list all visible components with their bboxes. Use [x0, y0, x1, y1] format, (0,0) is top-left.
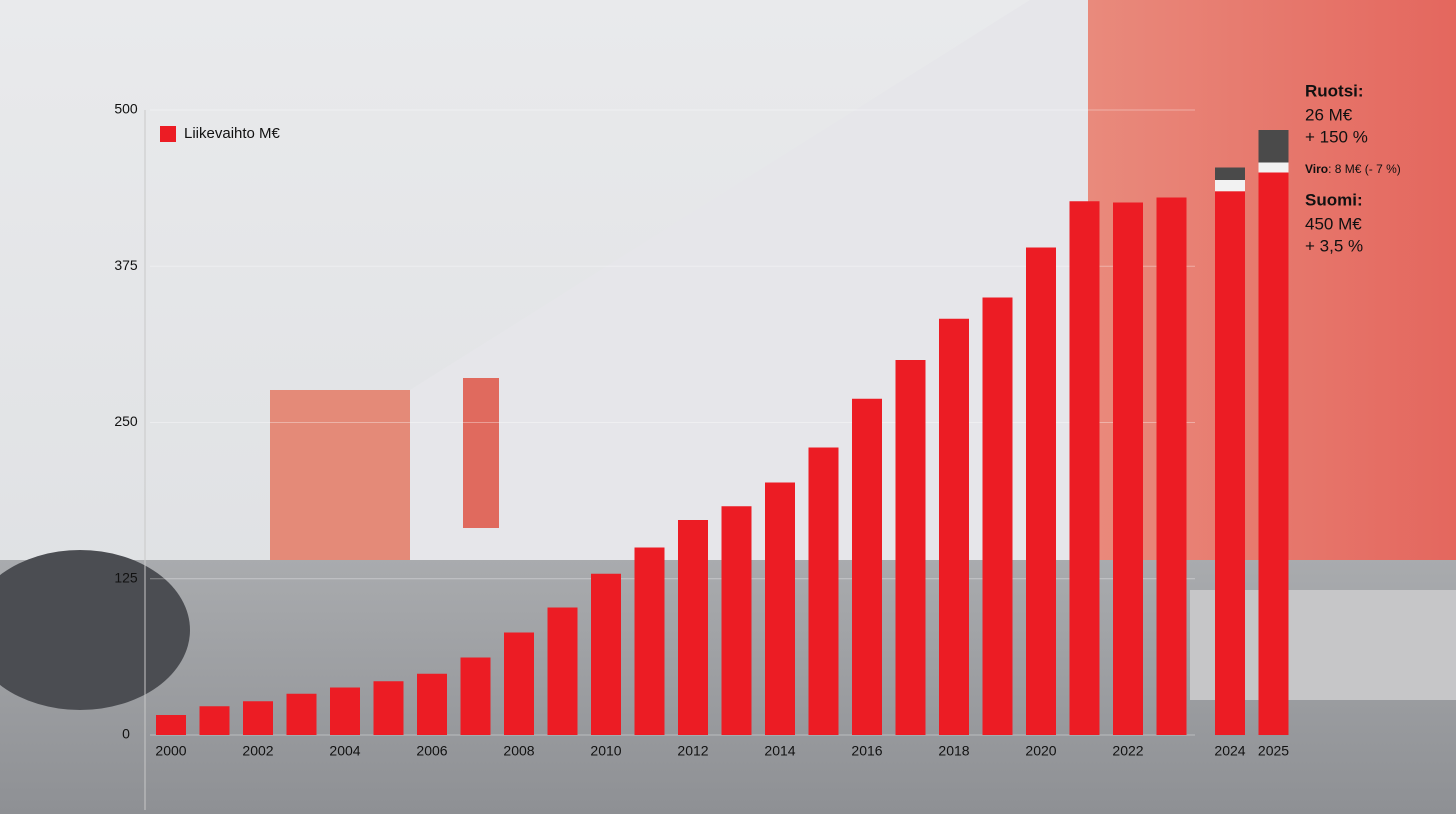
- x-tick-label: 2022: [1112, 743, 1143, 759]
- legend: Liikevaihto M€: [160, 125, 281, 142]
- x-tick-label: 2010: [590, 743, 621, 759]
- bar: [1113, 202, 1143, 735]
- x-tick-label: 2008: [503, 743, 534, 759]
- bar: [721, 506, 752, 735]
- bar: [1215, 180, 1245, 192]
- bar: [808, 447, 839, 735]
- annotation-value: : 8 M€ (- 7 %): [1328, 162, 1401, 176]
- annotation-value: 26 M€: [1305, 105, 1353, 124]
- x-tick-label: 2024: [1214, 743, 1245, 759]
- x-tick-label: 2016: [851, 743, 882, 759]
- legend-swatch: [160, 126, 176, 142]
- bar: [1156, 197, 1187, 735]
- bar: [460, 657, 491, 735]
- y-tick-label: 375: [114, 257, 138, 273]
- annotation-change: + 150 %: [1305, 127, 1368, 146]
- bar: [982, 297, 1013, 735]
- annotations: Ruotsi: 26 M€ + 150 % Viro: 8 M€ (- 7 %)…: [1305, 81, 1401, 255]
- bar: [765, 482, 795, 735]
- bar: [1258, 130, 1289, 163]
- legend-label: Liikevaihto M€: [184, 125, 281, 142]
- bar: [1215, 167, 1245, 180]
- bar: [1069, 201, 1100, 735]
- bar: [199, 706, 230, 735]
- y-tick-label: 125: [114, 569, 138, 585]
- annotation-text: Viro: 8 M€ (- 7 %): [1305, 162, 1401, 176]
- bar: [939, 318, 969, 735]
- bar: [330, 687, 360, 735]
- x-tick-label: 2004: [329, 743, 360, 759]
- annotation-title: Viro: [1305, 162, 1328, 176]
- bar: [156, 715, 186, 735]
- x-tick-label: 2006: [416, 743, 447, 759]
- bar: [504, 632, 534, 735]
- y-tick-label: 500: [114, 101, 138, 117]
- y-tick-label: 250: [114, 413, 138, 429]
- bar: [634, 547, 665, 735]
- annotation-value: 450 M€: [1305, 214, 1362, 233]
- bar: [1258, 162, 1289, 173]
- bar: [1215, 191, 1245, 735]
- x-tick-label: 2014: [764, 743, 795, 759]
- bar: [286, 693, 317, 735]
- y-tick-label: 0: [122, 726, 130, 742]
- bar: [1258, 172, 1289, 735]
- annotation-change: + 3,5 %: [1305, 236, 1363, 255]
- bar: [243, 701, 273, 735]
- x-tick-label: 2002: [242, 743, 273, 759]
- x-tick-label: 2012: [677, 743, 708, 759]
- bar: [547, 607, 578, 735]
- bar: [373, 681, 404, 735]
- x-tick-label: 2000: [155, 743, 186, 759]
- bar: [1026, 247, 1056, 735]
- bar: [895, 360, 926, 735]
- bar: [678, 520, 708, 735]
- annotation-title: Ruotsi:: [1305, 81, 1364, 100]
- bar: [591, 573, 621, 735]
- x-tick-label: 2020: [1025, 743, 1056, 759]
- bar: [852, 398, 882, 735]
- bar: [417, 673, 447, 735]
- x-tick-label: 2018: [938, 743, 969, 759]
- annotation-title: Suomi:: [1305, 190, 1363, 209]
- x-tick-label: 2025: [1258, 743, 1289, 759]
